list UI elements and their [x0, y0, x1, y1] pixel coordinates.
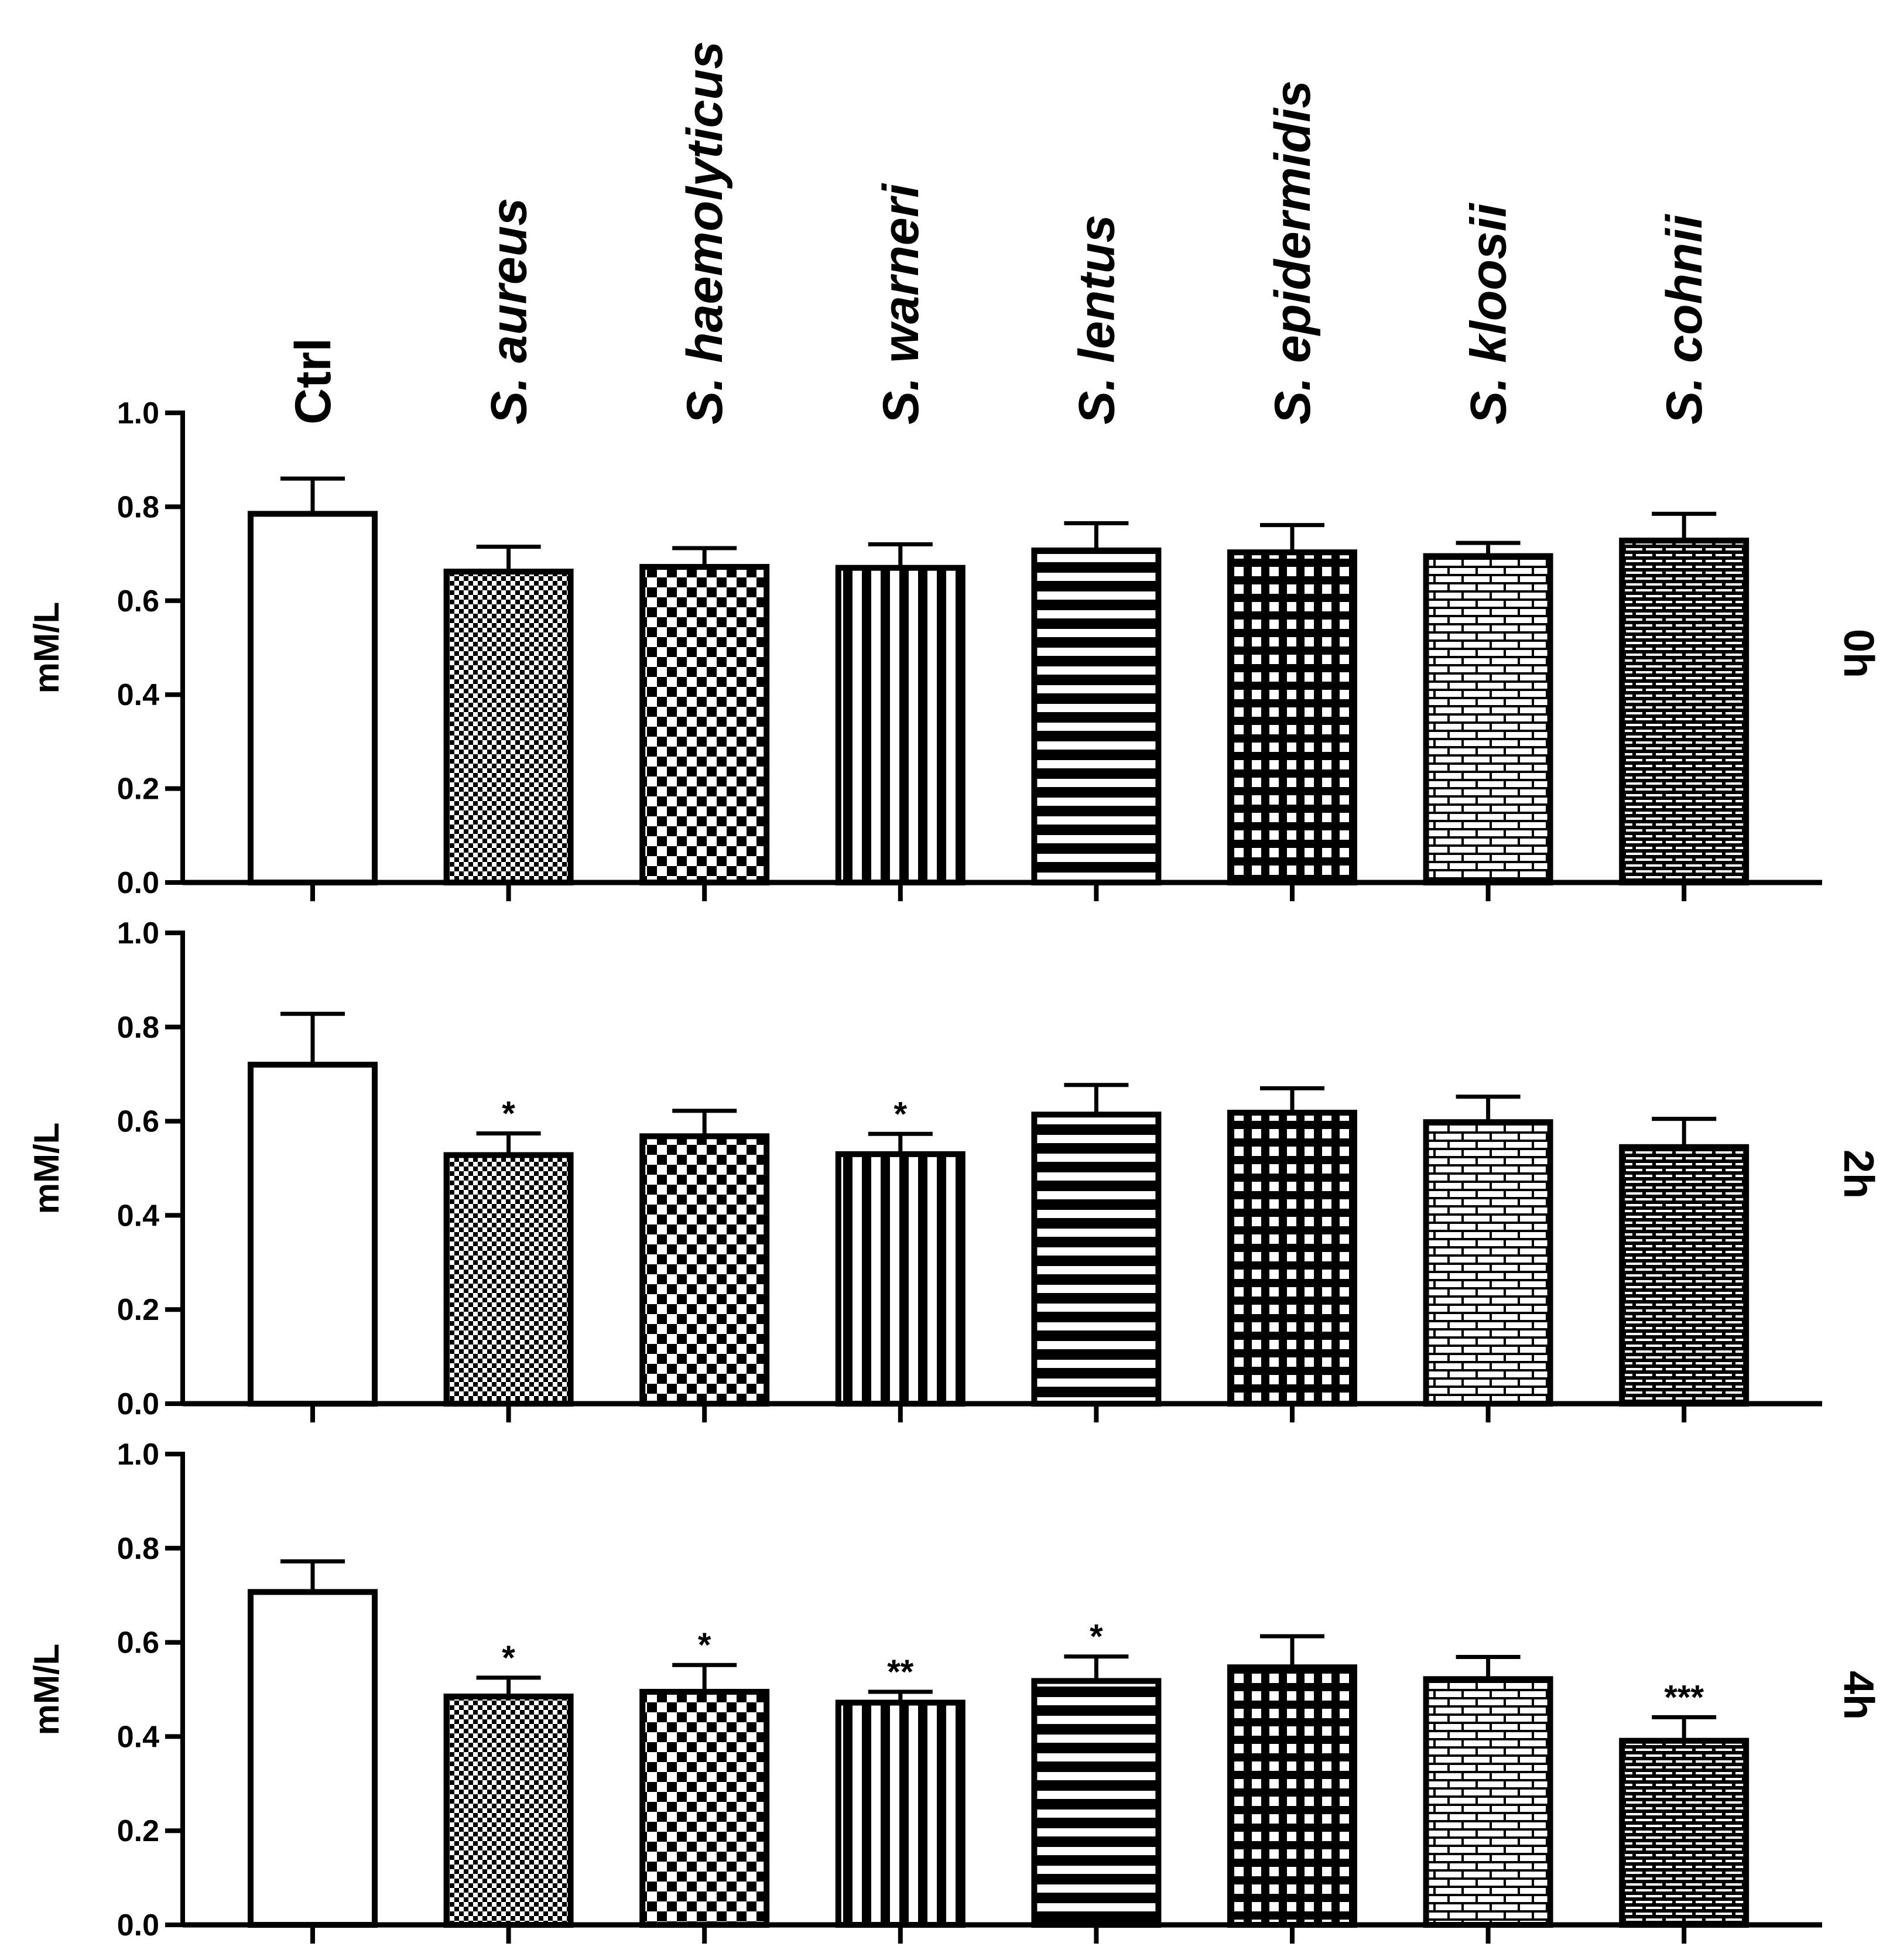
- bar-0h-7: [1619, 538, 1750, 885]
- bar-0h-3: [835, 565, 966, 885]
- bar-4h-4: [1031, 1678, 1162, 1928]
- bar-0h-0: [248, 511, 378, 885]
- bar-4h-6: [1423, 1676, 1553, 1928]
- y-tick-label: 0.4: [117, 1720, 159, 1754]
- y-tick-label: 0.0: [117, 1908, 159, 1942]
- bar-4h-7: [1619, 1737, 1750, 1928]
- category-label: Ctrl: [285, 338, 341, 425]
- y-tick-label: 0.2: [117, 772, 159, 806]
- bar-2h-0: [248, 1062, 378, 1407]
- bar-4h-5: [1227, 1664, 1357, 1928]
- category-labels: Ctrl S. aureus S. haemolyticus S. warneri S.…: [285, 41, 1713, 425]
- panel-time-label: 2h: [1835, 1150, 1882, 1199]
- y-axis-label: mM/L: [27, 1644, 66, 1736]
- bar-4h-3: [835, 1699, 966, 1928]
- significance-marker: ***: [1664, 1678, 1704, 1716]
- bar-0h-2: [639, 564, 770, 885]
- significance-marker: **: [887, 1653, 914, 1691]
- y-tick-label: 0.4: [117, 1199, 159, 1233]
- y-tick-label: 0.0: [117, 1387, 159, 1421]
- y-axis-label: mM/L: [27, 602, 66, 694]
- bar-0h-1: [443, 569, 574, 885]
- y-tick-label: 0.8: [117, 1011, 159, 1045]
- bar-4h-2: [639, 1689, 770, 1928]
- bar-4h-0: [248, 1589, 378, 1928]
- bar-0h-4: [1031, 547, 1162, 885]
- bar-2h-2: [639, 1133, 770, 1407]
- y-tick-label: 0.6: [117, 1105, 159, 1139]
- y-tick-label: 0.4: [117, 678, 159, 712]
- panel-0h: 0.0 0.2 0.4 0.6 0.8 1.0 mM/L 0h: [27, 396, 1882, 901]
- bar-2h-4: [1031, 1111, 1162, 1407]
- y-tick-label: 0.6: [117, 584, 159, 618]
- y-tick-label: 0.2: [117, 1814, 159, 1848]
- significance-marker: *: [502, 1639, 515, 1677]
- category-label: S. warneri: [873, 183, 929, 425]
- bar-0h-5: [1227, 549, 1357, 885]
- bar-2h-1: [443, 1152, 574, 1407]
- significance-marker: *: [1090, 1618, 1103, 1656]
- category-label: S. haemolyticus: [677, 41, 733, 425]
- significance-marker: *: [698, 1626, 711, 1664]
- significance-marker: *: [894, 1095, 908, 1133]
- category-label: S. lentus: [1069, 215, 1125, 425]
- panel-4h: 0.00.20.40.60.81.0mM/L 4h* *******: [27, 1438, 1882, 1944]
- significance-marker: *: [502, 1095, 515, 1133]
- y-tick-label: 1.0: [117, 396, 159, 430]
- y-tick-label: 0.0: [117, 866, 159, 900]
- chart-panels: 0.0 0.2 0.4 0.6 0.8 1.0 mM/L 0h 0.0 0.2 0.4 0.6 0.8 1…: [27, 396, 1882, 1944]
- panel-2h: 0.0 0.2 0.4 0.6 0.8 1.0 mM/L 2h * *: [27, 916, 1882, 1422]
- y-tick-label: 1.0: [117, 1438, 159, 1472]
- y-tick-label: 0.6: [117, 1626, 159, 1660]
- y-axis-label: mM/L: [27, 1123, 66, 1215]
- bar-2h-7: [1619, 1144, 1750, 1407]
- bar-2h-5: [1227, 1110, 1357, 1407]
- panel-time-label: 0h: [1835, 629, 1882, 678]
- y-tick-label: 1.0: [117, 916, 159, 950]
- y-tick-label: 0.8: [117, 1532, 159, 1566]
- category-label: S. epidermidis: [1265, 80, 1321, 425]
- category-label: S. cohnii: [1656, 214, 1713, 425]
- bar-0h-6: [1423, 553, 1553, 885]
- panel-time-label: 4h: [1835, 1671, 1882, 1720]
- category-label: S. aureus: [481, 198, 537, 425]
- category-label: S. kloosii: [1461, 202, 1517, 425]
- bar-4h-1: [443, 1694, 574, 1928]
- bar-2h-6: [1423, 1119, 1553, 1407]
- bar-2h-3: [835, 1151, 966, 1407]
- y-tick-label: 0.2: [117, 1293, 159, 1327]
- y-tick-label: 0.8: [117, 490, 159, 524]
